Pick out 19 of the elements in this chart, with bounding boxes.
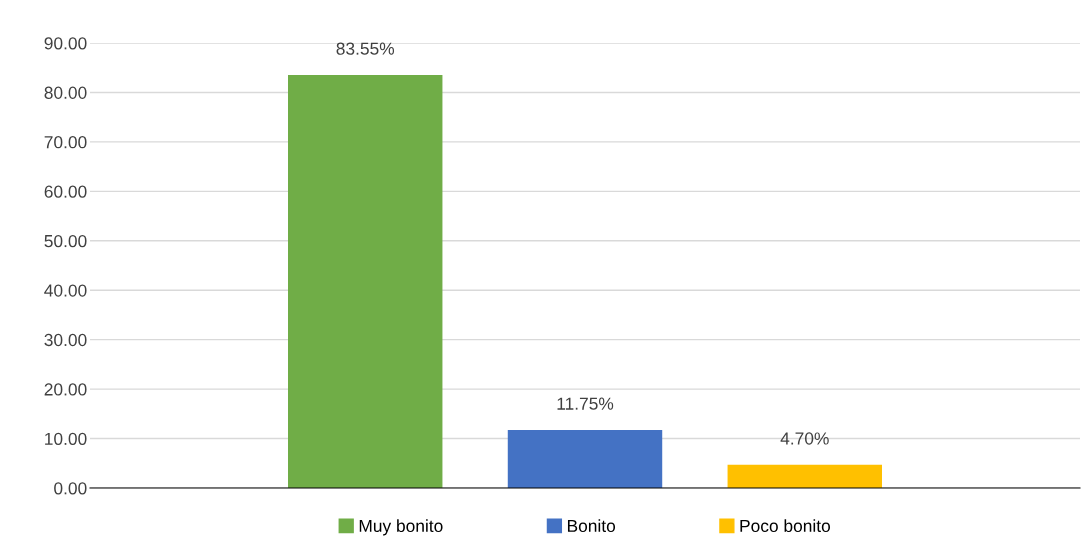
bar xyxy=(507,429,663,488)
data-label: 11.75% xyxy=(557,397,614,410)
legend-label: Poco bonito xyxy=(740,519,831,533)
y-tick-label: 60.00 xyxy=(44,185,87,198)
data-label: 83.55% xyxy=(336,42,395,55)
y-tick-label: 10.00 xyxy=(45,432,87,446)
y-tick-label: 30.00 xyxy=(44,333,87,347)
legend-label: Bonito xyxy=(567,519,616,533)
bar xyxy=(727,464,882,488)
y-tick-label: 0.00 xyxy=(54,482,87,495)
y-tick-label: 40.00 xyxy=(44,284,87,297)
y-tick-label: 20.00 xyxy=(44,383,87,396)
legend-label: Muy bonito xyxy=(359,519,443,536)
y-tick-label: 70.00 xyxy=(44,136,87,149)
y-tick-label: 90.00 xyxy=(44,37,87,50)
data-label: 4.70% xyxy=(780,432,829,445)
y-tick-label: 50.00 xyxy=(44,234,87,248)
bar xyxy=(288,74,443,488)
y-tick-label: 80.00 xyxy=(44,86,87,99)
